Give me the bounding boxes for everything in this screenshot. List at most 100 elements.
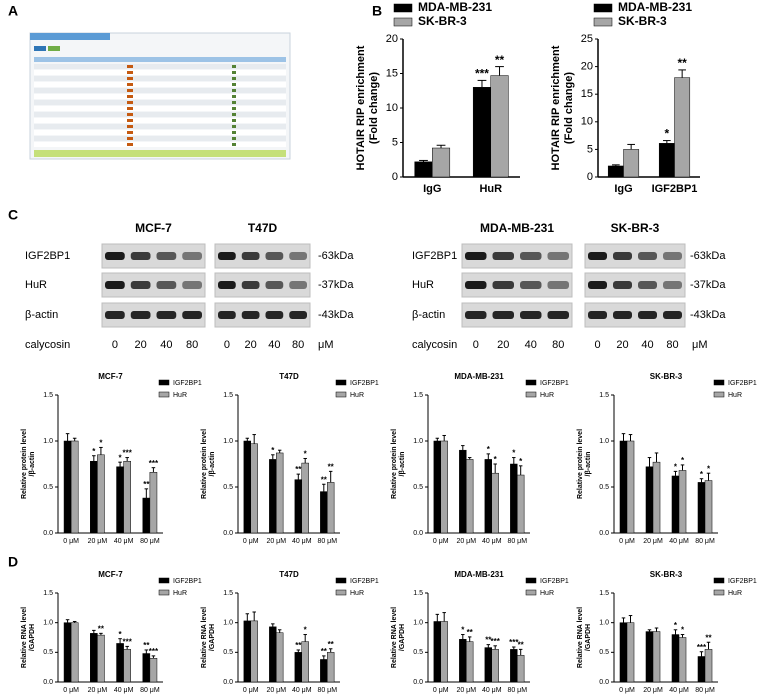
dose-label: 20 — [497, 339, 509, 351]
bar — [619, 440, 628, 534]
y-tick-label: 0.5 — [223, 649, 233, 656]
bar — [697, 656, 706, 683]
significance-label: * — [487, 445, 491, 454]
blot-band — [182, 311, 202, 319]
blot-band — [663, 281, 682, 289]
legend-label: IGF2BP1 — [728, 380, 757, 387]
blot-band — [465, 311, 487, 319]
table-row — [34, 118, 286, 123]
significance-label: ** — [467, 628, 474, 637]
y-axis-label: Relative RNA level — [577, 607, 584, 668]
significance-label: * — [681, 456, 685, 465]
y-tick-label: 0.0 — [43, 530, 53, 537]
significance-label: ** — [677, 56, 687, 70]
bar — [276, 632, 284, 683]
dose-label: 80 — [186, 339, 198, 351]
blot-title: SK-BR-3 — [611, 221, 660, 235]
blot-band — [663, 252, 682, 260]
blot-band — [547, 252, 569, 260]
bar — [149, 472, 158, 534]
chart-title: T47D — [279, 570, 299, 579]
blot-band — [547, 311, 569, 319]
bar — [142, 653, 151, 683]
bar — [678, 637, 687, 683]
bar — [697, 482, 706, 534]
table-cell — [232, 119, 236, 122]
bar — [301, 462, 309, 534]
kda-marker: -37kDa — [690, 279, 726, 291]
legend-swatch — [525, 589, 537, 596]
blot-row-label: HuR — [412, 279, 434, 291]
legend-swatch — [525, 391, 537, 398]
table-cell — [232, 77, 236, 80]
blot-band — [492, 252, 514, 260]
dose-label: 0 — [473, 339, 479, 351]
bar — [658, 143, 675, 178]
blot-band — [105, 311, 125, 319]
legend-label: IGF2BP1 — [350, 578, 379, 585]
y-axis-label: Relative protein level — [201, 429, 208, 499]
blot-band — [520, 281, 542, 289]
x-tick-label: 40 μM — [114, 687, 134, 694]
table-footer — [34, 150, 286, 157]
kda-marker: -43kDa — [318, 309, 354, 321]
significance-label: *** — [122, 638, 132, 647]
blot-band — [588, 252, 607, 260]
legend-swatch — [593, 17, 613, 27]
bar — [440, 440, 448, 534]
y-tick-label: 0.0 — [223, 530, 233, 537]
significance-label: ** — [328, 640, 335, 649]
y-tick-label: 0.0 — [413, 530, 423, 537]
significance-label: * — [119, 453, 123, 462]
y-tick-label: 5 — [587, 143, 593, 155]
panel-label: B — [372, 3, 382, 19]
x-tick-label: 0 μM — [63, 687, 79, 694]
table-cell — [232, 101, 236, 104]
table-row — [34, 70, 286, 75]
table-cell — [232, 71, 236, 74]
dose-label: 80 — [552, 339, 564, 351]
dose-label: 40 — [268, 339, 280, 351]
y-tick-label: 15 — [581, 88, 593, 100]
y-axis-label: Relative RNA level — [391, 607, 398, 668]
y-axis-label: Relative protein level — [391, 429, 398, 499]
blot-band — [465, 281, 487, 289]
blot-title: MCF-7 — [135, 221, 172, 235]
kda-marker: -63kDa — [690, 250, 726, 262]
y-axis-label: (Fold change) — [368, 72, 380, 144]
x-tick-label: 20 μM — [88, 538, 108, 545]
bar — [414, 161, 433, 178]
legend-swatch — [713, 589, 725, 596]
x-tick-label: 40 μM — [669, 538, 689, 545]
legend-swatch — [713, 379, 725, 386]
bar — [269, 626, 277, 683]
bar — [674, 77, 691, 178]
bar — [459, 449, 467, 534]
y-tick-label: 0.5 — [43, 649, 53, 656]
significance-label: * — [665, 127, 670, 141]
table-row — [34, 106, 286, 111]
table-cell — [127, 143, 133, 146]
legend-label: MDA-MB-231 — [418, 0, 492, 14]
bar — [433, 621, 441, 683]
blot-band — [241, 252, 260, 260]
x-tick-label: IgG — [423, 183, 441, 195]
table-cell — [232, 113, 236, 116]
x-tick-label: 20 μM — [456, 538, 476, 545]
x-tick-label: 0 μM — [243, 538, 259, 545]
legend-label: MDA-MB-231 — [618, 0, 692, 14]
legend-label: IGF2BP1 — [173, 578, 202, 585]
y-tick-label: 0 — [587, 171, 593, 183]
significance-label: ** — [143, 641, 150, 650]
dose-label: 80 — [292, 339, 304, 351]
blot-band — [265, 311, 284, 319]
significance-label: * — [271, 446, 275, 455]
x-tick-label: 0 μM — [619, 687, 635, 694]
chart-title: MCF-7 — [98, 372, 123, 381]
chart-title: SK-BR-3 — [650, 570, 683, 579]
table-cell — [127, 89, 133, 92]
bar — [250, 443, 258, 534]
blot-band — [547, 281, 569, 289]
significance-label: *** — [149, 459, 159, 468]
